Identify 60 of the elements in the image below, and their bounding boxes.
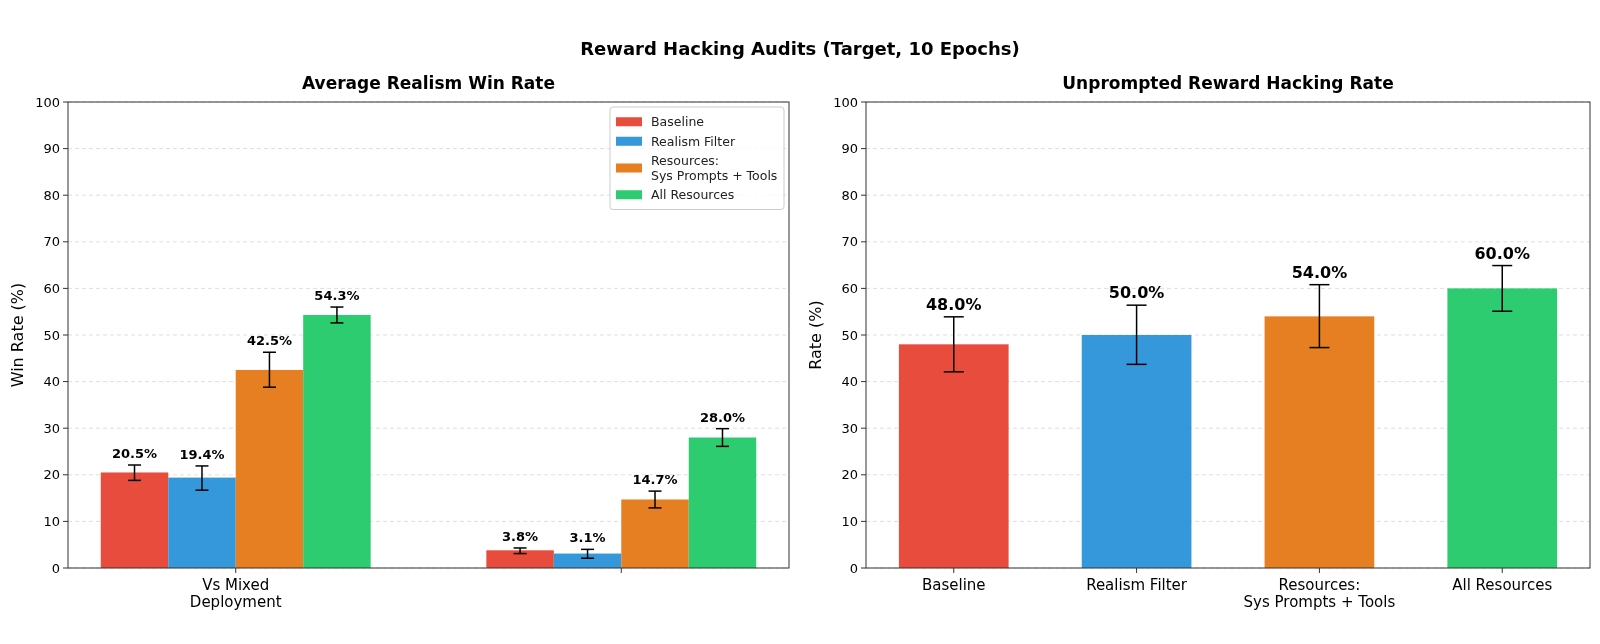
data-label: 54.3% xyxy=(314,288,360,304)
data-label: 3.8% xyxy=(502,528,539,544)
legend-label: Realism Filter xyxy=(651,133,736,149)
y-axis-title: Rate (%) xyxy=(806,300,825,370)
data-label: 54.0% xyxy=(1291,262,1348,282)
y-tick-label: 70 xyxy=(43,234,60,250)
bar xyxy=(303,314,371,568)
y-tick-label: 60 xyxy=(43,280,60,296)
chart-title: Unprompted Reward Hacking Rate xyxy=(1062,73,1394,93)
y-tick-label: 40 xyxy=(43,374,60,390)
y-tick-label: 90 xyxy=(43,141,60,157)
y-tick-label: 30 xyxy=(841,420,858,436)
text: Reward Hacking Audits (Target, 10 Epochs) xyxy=(580,38,1020,59)
bar xyxy=(168,477,236,568)
bar xyxy=(486,550,554,568)
bar xyxy=(688,437,757,568)
y-tick-label: 100 xyxy=(35,94,60,110)
y-tick-label: 10 xyxy=(43,513,60,529)
data-label: 28.0% xyxy=(699,409,746,425)
bar xyxy=(100,472,169,568)
bar xyxy=(898,344,1009,568)
data-label: 19.4% xyxy=(179,446,225,462)
y-tick-label: 100 xyxy=(833,94,858,110)
y-tick-label: 90 xyxy=(841,141,858,157)
bar xyxy=(235,369,304,568)
x-tick-label: All Resources xyxy=(1452,576,1553,594)
x-tick-label: Realism Filter xyxy=(1086,576,1188,594)
x-tick-label: Baseline xyxy=(921,576,986,594)
y-tick-label: 80 xyxy=(43,187,60,203)
bar xyxy=(621,499,689,568)
x-tick-label: Vs Mixed Deployment xyxy=(189,576,282,611)
legend-label: Resources: Sys Prompts + Tools xyxy=(651,153,778,183)
data-label: 60.0% xyxy=(1474,243,1530,263)
y-tick-label: 20 xyxy=(841,467,858,483)
y-tick-label: 50 xyxy=(43,327,60,343)
y-tick-label: 50 xyxy=(841,327,858,343)
y-tick-label: 60 xyxy=(841,280,858,296)
y-tick-label: 80 xyxy=(841,187,858,203)
legend-label: All Resources xyxy=(651,187,735,203)
data-label: 3.1% xyxy=(569,530,606,546)
y-tick-label: 30 xyxy=(43,420,60,436)
data-label: 20.5% xyxy=(111,446,158,462)
chart-title: Average Realism Win Rate xyxy=(302,73,555,93)
x-tick-label: Resources: Sys Prompts + Tools xyxy=(1243,576,1396,611)
bar xyxy=(1081,335,1192,568)
y-tick-label: 10 xyxy=(841,513,858,529)
y-tick-label: 70 xyxy=(841,234,858,250)
data-label: 14.7% xyxy=(632,472,678,488)
bar xyxy=(1447,288,1558,568)
y-tick-label: 0 xyxy=(849,560,858,576)
legend-label: Baseline xyxy=(651,114,705,130)
bar xyxy=(553,553,622,568)
data-label: 50.0% xyxy=(1108,283,1165,303)
bar xyxy=(1264,316,1375,568)
y-tick-label: 40 xyxy=(841,374,858,390)
y-axis-title: Win Rate (%) xyxy=(8,282,27,388)
data-label: 42.5% xyxy=(246,333,293,349)
y-tick-label: 0 xyxy=(51,560,60,576)
y-tick-label: 20 xyxy=(43,467,60,483)
data-label: 48.0% xyxy=(926,294,982,314)
